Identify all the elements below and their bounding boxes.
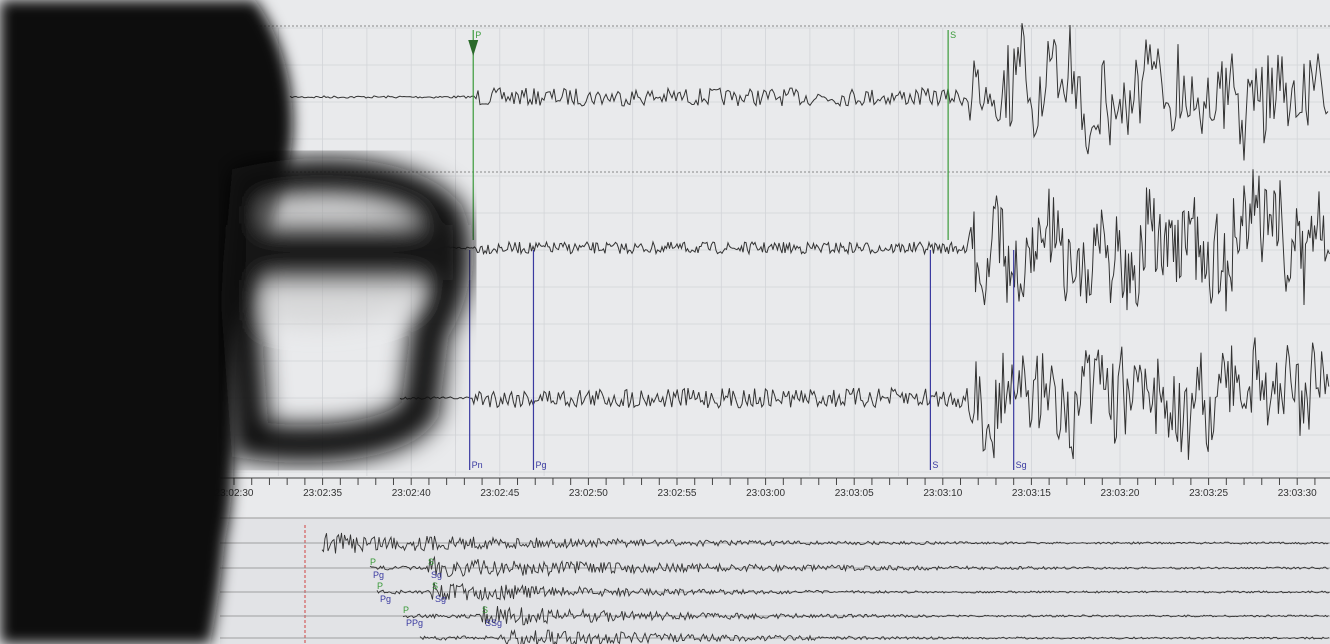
overview-pick-label: S — [428, 557, 434, 567]
axis-tick-label: 23:03:30 — [1278, 488, 1317, 499]
pick-label: Pg — [535, 460, 546, 470]
time-axis: 23:02:30 23:02:35 23:02:40 23:02:45 23:02:50… — [215, 477, 1330, 499]
axis-tick-label: 23:02:30 — [215, 488, 254, 499]
axis-tick-label: 23:03:20 — [1101, 488, 1140, 499]
axis-tick-label: 23:03:05 — [835, 488, 874, 499]
seismic-traces — [289, 23, 1330, 460]
pick-label: S — [950, 30, 956, 40]
axis-tick-label: 23:03:10 — [923, 488, 962, 499]
trace-channel-2 — [439, 169, 1330, 312]
axis-tick-label: 23:02:55 — [658, 488, 697, 499]
overview-pick-label: P — [377, 581, 383, 591]
trace-channel-3 — [399, 337, 1330, 460]
overview-pick-label: Sg — [435, 594, 446, 604]
overview-trace — [402, 605, 1329, 626]
axis-tick-label: 23:02:45 — [480, 488, 519, 499]
axis-tick-label: 23:03:00 — [746, 488, 785, 499]
axis-tick-label: 23:02:50 — [569, 488, 608, 499]
pick-marker-icon — [468, 40, 479, 56]
overview-pick-label: Pg — [373, 570, 384, 580]
pick-label: P — [475, 30, 481, 40]
overview-pick-label: Pg — [380, 594, 391, 604]
pick-label: Pn — [472, 460, 483, 470]
axis-tick-label: 23:03:25 — [1189, 488, 1228, 499]
overview-pick-label: P — [403, 605, 409, 615]
axis-tick-label: 23:02:35 — [303, 488, 342, 499]
overview-trace — [419, 629, 1330, 644]
overview-trace — [369, 555, 1329, 578]
pick-label: Sg — [1016, 460, 1027, 470]
overview-trace — [376, 582, 1330, 602]
overview-pick-label: P — [370, 557, 376, 567]
overview-pick-label: Sg — [431, 570, 442, 580]
pick-label: S — [932, 460, 938, 470]
overview-pick-label: SSg — [485, 618, 502, 628]
overview-background — [220, 518, 1330, 644]
overview-pick-label: PPg — [406, 618, 423, 628]
axis-tick-label: 23:03:15 — [1012, 488, 1051, 499]
overview-pick-label: S — [432, 581, 438, 591]
trace-channel-1 — [289, 23, 1329, 161]
overview-pick-label: S — [482, 605, 488, 615]
axis-tick-label: 23:02:40 — [392, 488, 431, 499]
overview-trace — [321, 532, 1329, 554]
